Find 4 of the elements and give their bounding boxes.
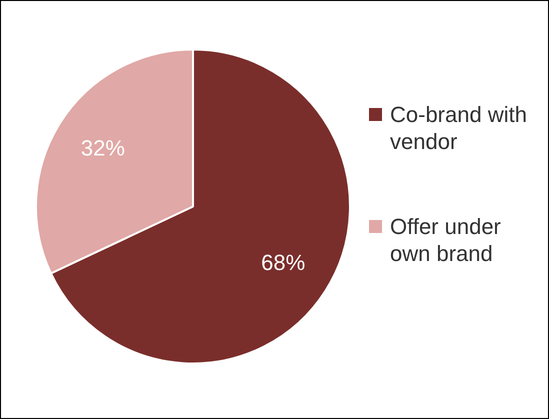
legend-label: Offer under own brand bbox=[390, 213, 502, 267]
data-label: 68% bbox=[261, 250, 306, 275]
legend-label: Co-brand with vendor bbox=[390, 101, 528, 155]
data-label: 32% bbox=[80, 135, 125, 160]
